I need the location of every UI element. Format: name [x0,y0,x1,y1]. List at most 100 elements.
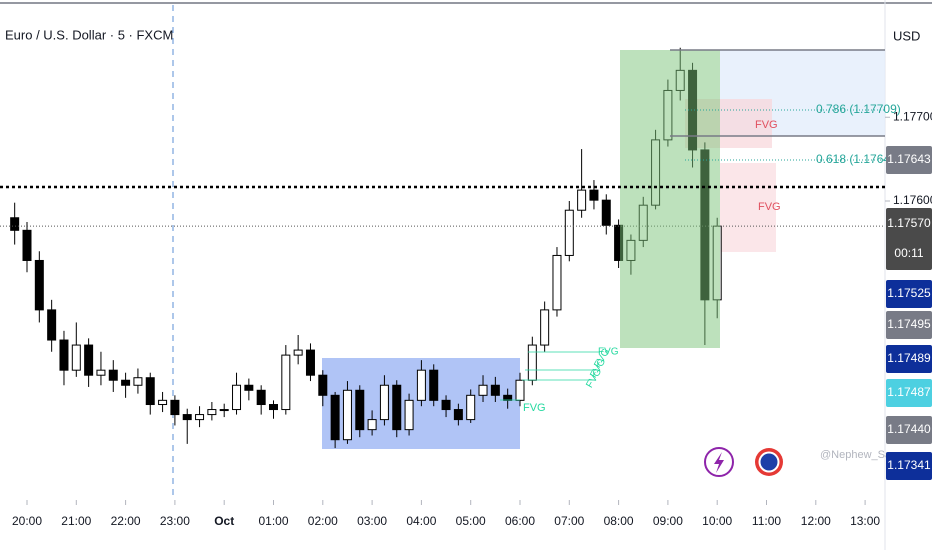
candle-body [22,229,32,261]
candle-body [96,369,106,376]
candle-body [195,414,205,421]
watermark: @Nephew_Sam_ [820,449,907,461]
x-tick-label: 11:00 [752,514,781,528]
price-badge: 1.17643 [886,146,932,174]
candle-body [232,384,242,411]
x-tick-label: 09:00 [653,514,683,528]
badge-bg [886,208,932,270]
candle-body [589,189,599,201]
badge-sub: 00:11 [894,246,923,260]
x-tick-label: 10:00 [702,514,732,528]
candle-body [256,389,266,406]
session-box [620,50,720,348]
candle-body [269,404,278,411]
candle-body [305,349,315,376]
x-tick-label: 12:00 [801,514,831,528]
candle-body [10,217,20,231]
candle-body [207,409,217,416]
x-tick-label: 07:00 [554,514,584,528]
x-tick-label: 03:00 [357,514,387,528]
candle-body [182,414,192,421]
price-badge: 1.17525 [886,280,932,308]
x-tick-label: 21:00 [61,514,91,528]
candle-body [367,419,377,431]
candle-body [552,254,562,311]
x-tick-label: 06:00 [505,514,535,528]
candle-body [441,399,451,411]
candle-body [478,384,488,396]
fvg-label: FVG [758,201,781,213]
x-tick-label: 08:00 [604,514,634,528]
price-badge: 1.17487 [886,379,932,407]
candle-body [429,369,439,401]
x-tick-label: 05:00 [456,514,486,528]
badge-label: 1.17525 [887,286,931,300]
currency-label: USD [893,28,920,43]
candle-body [416,369,426,401]
candle-body [47,309,57,341]
candle-body [490,384,500,396]
badge-bg [886,146,932,174]
candle-body [71,344,81,371]
candle-body [577,189,587,211]
fvg-label: FVG [755,119,778,131]
flag-icon[interactable] [755,448,783,476]
x-tick-label: 20:00 [12,514,42,528]
x-tick-label: 23:00 [160,514,190,528]
candle-body [59,339,69,371]
badge-label: 1.17487 [887,385,931,399]
badge-bg [886,452,932,480]
price-badge: 1.17495 [886,311,932,339]
candle-body [318,374,328,396]
candle-body [564,209,574,256]
x-tick-label: 02:00 [308,514,338,528]
candle-body [133,377,143,386]
candle-body [601,199,611,226]
badge-bg [886,311,932,339]
candle-body [244,384,254,391]
candle-body [540,309,550,346]
candle-body [34,259,44,311]
badge-label: 1.17440 [887,422,931,436]
badge-bg [886,416,932,444]
x-tick-label: 01:00 [258,514,288,528]
x-tick-label: Oct [214,514,234,528]
x-tick-label: 04:00 [406,514,436,528]
fvg-box [720,163,776,252]
price-badge: 1.17570 00:11 [886,208,932,270]
price-badges: 1.17643 1.17570 00:11 1.17525 1.17495 1.17489… [886,146,932,480]
alert-icon[interactable] [704,447,734,477]
candle-body [293,349,303,356]
candle-body [453,409,463,421]
candle-body [466,394,476,421]
badge-label: 1.17341 [887,458,931,472]
badge-label: 1.17495 [887,317,931,331]
fib-label: 0.618 (1.17647) [816,152,901,166]
candle-body [121,379,131,386]
candle-body [392,384,402,431]
candle-body [281,354,291,411]
candle-body [84,344,94,376]
badge-label: 1.17643 [887,152,931,166]
candle-body [503,394,513,401]
badge-bg [886,379,932,407]
candle-body [330,394,340,441]
badge-bg [886,280,932,308]
candle-body [355,389,365,431]
badge-bg [886,345,932,373]
chart-title: Euro / U.S. Dollar · 5 · FXCM [5,27,173,42]
y-tick-label: 1.17700 [893,109,932,123]
candle-body [379,384,389,421]
candle-body [404,399,414,431]
candle-body [158,399,168,406]
candle-body [108,369,118,381]
candle-body [170,399,180,416]
price-badge: 1.17341 [886,452,932,480]
candle-body [527,344,537,381]
candle-body [219,409,229,412]
price-badge: 1.17440 [886,416,932,444]
candle-body [515,379,525,401]
fvg-label: FVG [523,402,546,414]
x-tick-label: 13:00 [850,514,880,528]
